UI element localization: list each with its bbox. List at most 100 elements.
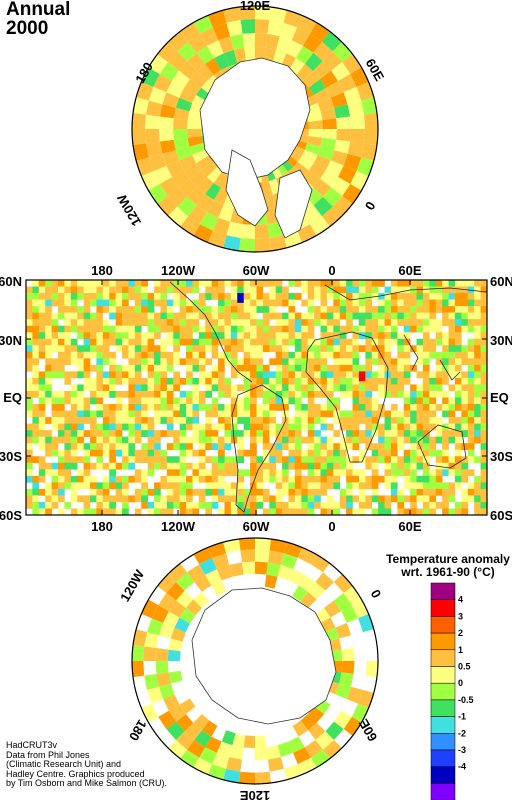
- grid-cell: [243, 338, 251, 346]
- legend-tick: 1: [458, 645, 463, 655]
- grid-cell: [237, 436, 244, 444]
- grid-cell: [269, 371, 277, 379]
- grid-cell: [205, 423, 212, 431]
- grid-cell: [224, 319, 232, 326]
- grid-cell: [147, 417, 155, 424]
- grid-cell: [58, 293, 65, 300]
- legend-swatch: [430, 699, 456, 717]
- grid-cell: [474, 456, 481, 464]
- legend-subtitle: wrt. 1961-90 (°C): [400, 565, 495, 579]
- grid-cell: [83, 410, 91, 418]
- polar-cell: [313, 61, 332, 80]
- grid-cell: [467, 488, 475, 496]
- grid-cell: [288, 364, 296, 372]
- polar-cell: [173, 129, 188, 140]
- grid-cell: [378, 495, 385, 503]
- grid-cell: [403, 475, 411, 483]
- grid-cell: [109, 293, 116, 300]
- polar-cell: [280, 553, 298, 570]
- grid-cell: [275, 482, 283, 490]
- polar-cell: [292, 720, 309, 737]
- grid-cell: [384, 377, 392, 385]
- grid-cell: [435, 436, 443, 444]
- grid-cell: [147, 299, 155, 307]
- grid-cell: [410, 423, 417, 431]
- grid-cell: [102, 417, 110, 424]
- grid-cell: [173, 482, 180, 490]
- polar-cell: [193, 591, 210, 608]
- grid-cell: [422, 423, 430, 431]
- grid-cell: [397, 508, 405, 515]
- grid-cell: [480, 306, 487, 313]
- grid-cell: [288, 443, 296, 451]
- grid-cell: [205, 501, 212, 509]
- grid-cell: [224, 436, 232, 444]
- grid-cell: [70, 293, 78, 300]
- grid-cell: [141, 286, 148, 294]
- grid-cell: [448, 358, 456, 366]
- grid-cell: [243, 306, 251, 313]
- grid-cell: [90, 475, 97, 483]
- grid-cell: [448, 488, 456, 496]
- grid-cell: [192, 280, 200, 287]
- grid-cell: [192, 364, 200, 372]
- grid-cell: [224, 423, 232, 431]
- grid-cell: [192, 410, 200, 418]
- grid-cell: [480, 462, 487, 470]
- grid-cell: [51, 462, 59, 470]
- grid-cell: [147, 351, 155, 359]
- grid-cell: [352, 364, 360, 372]
- grid-cell: [218, 456, 225, 464]
- grid-cell: [352, 390, 360, 398]
- grid-cell: [442, 351, 449, 359]
- grid-cell: [58, 456, 65, 464]
- grid-cell: [128, 358, 136, 366]
- grid-cell: [90, 508, 97, 515]
- polar-cell: [175, 146, 193, 161]
- grid-cell: [422, 390, 430, 398]
- polar-cell: [176, 731, 195, 750]
- grid-cell: [224, 358, 232, 366]
- grid-cell: [282, 384, 289, 392]
- grid-cell: [32, 377, 40, 385]
- grid-cell: [243, 293, 251, 300]
- grid-cell: [109, 390, 116, 398]
- grid-cell: [179, 319, 187, 326]
- polar-cell: [350, 129, 365, 144]
- grid-cell: [205, 436, 212, 444]
- polar-cell: [297, 546, 317, 565]
- grid-cell: [262, 332, 270, 340]
- grid-cell: [122, 495, 129, 503]
- grid-cell: [205, 430, 212, 437]
- polar-cell: [148, 153, 167, 172]
- polar-cell: [167, 206, 188, 228]
- grid-cell: [448, 325, 456, 333]
- grid-cell: [294, 371, 302, 379]
- grid-cell: [282, 482, 289, 490]
- grid-cell: [352, 508, 360, 515]
- grid-cell: [288, 306, 296, 313]
- polar-cell: [187, 187, 206, 206]
- grid-cell: [115, 371, 123, 379]
- polar-cell: [197, 177, 214, 195]
- grid-cell: [288, 482, 296, 490]
- grid-cell: [269, 286, 277, 294]
- polar-cell: [166, 721, 185, 740]
- grid-cell: [480, 430, 487, 437]
- grid-cell: [141, 338, 148, 346]
- grid-cell: [320, 488, 328, 496]
- grid-cell: [301, 410, 309, 418]
- grid-cell: [275, 404, 283, 411]
- grid-cell: [435, 456, 443, 464]
- polar-cell: [167, 187, 188, 207]
- grid-cell: [166, 410, 174, 418]
- grid-cell: [147, 306, 155, 313]
- grid-cell: [96, 358, 104, 366]
- polar-cell: [322, 187, 343, 207]
- grid-cell: [128, 430, 136, 437]
- grid-cell: [410, 299, 417, 307]
- grid-cell: [224, 299, 232, 307]
- polar-cell: [313, 178, 332, 197]
- polar-cell: [162, 150, 180, 166]
